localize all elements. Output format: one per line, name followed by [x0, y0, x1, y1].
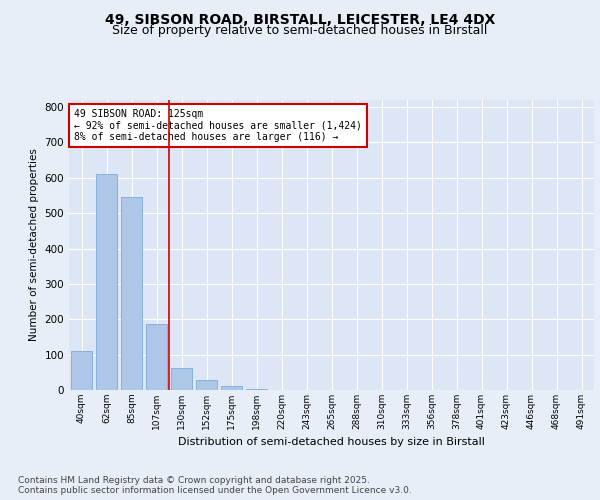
Bar — [221, 386, 242, 390]
Text: Size of property relative to semi-detached houses in Birstall: Size of property relative to semi-detach… — [112, 24, 488, 37]
Bar — [246, 389, 267, 390]
X-axis label: Distribution of semi-detached houses by size in Birstall: Distribution of semi-detached houses by … — [178, 438, 485, 448]
Bar — [196, 380, 217, 390]
Bar — [146, 324, 167, 390]
Text: 49 SIBSON ROAD: 125sqm
← 92% of semi-detached houses are smaller (1,424)
8% of s: 49 SIBSON ROAD: 125sqm ← 92% of semi-det… — [74, 108, 362, 142]
Bar — [71, 351, 92, 390]
Text: 49, SIBSON ROAD, BIRSTALL, LEICESTER, LE4 4DX: 49, SIBSON ROAD, BIRSTALL, LEICESTER, LE… — [105, 12, 495, 26]
Bar — [171, 368, 192, 390]
Text: Contains HM Land Registry data © Crown copyright and database right 2025.
Contai: Contains HM Land Registry data © Crown c… — [18, 476, 412, 495]
Bar — [121, 197, 142, 390]
Bar — [96, 174, 117, 390]
Y-axis label: Number of semi-detached properties: Number of semi-detached properties — [29, 148, 39, 342]
